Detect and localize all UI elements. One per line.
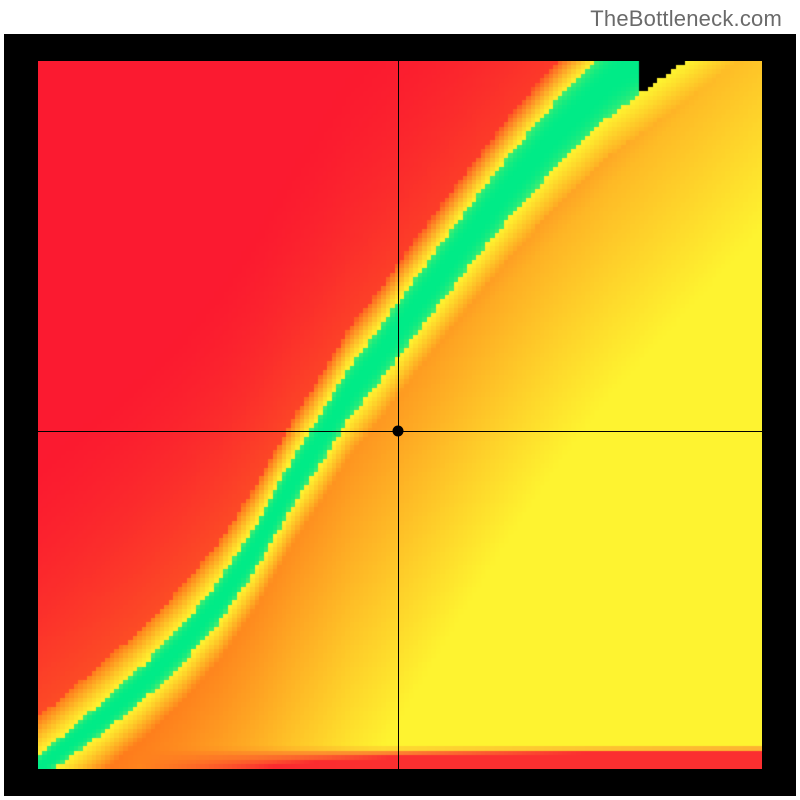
crosshair-marker (392, 425, 403, 436)
crosshair-vertical (398, 61, 399, 769)
outer-frame (4, 34, 796, 796)
heatmap-canvas (38, 61, 762, 769)
watermark-text: TheBottleneck.com (590, 6, 782, 32)
stage: TheBottleneck.com (0, 0, 800, 800)
